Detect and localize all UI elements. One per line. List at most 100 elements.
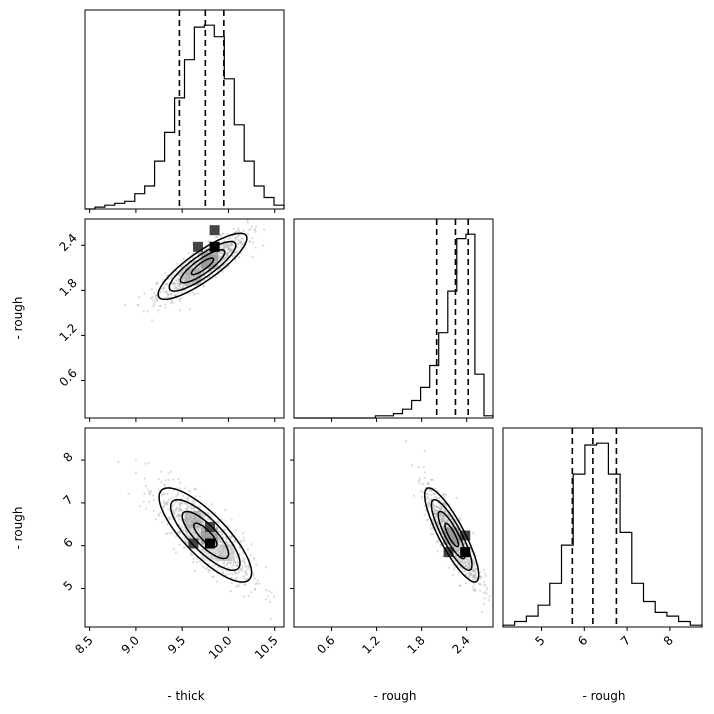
scatter-point <box>182 263 185 266</box>
scatter-point <box>435 496 438 499</box>
scatter-point <box>427 506 430 509</box>
scatter-point <box>159 511 162 514</box>
x-tick-label: 10.5 <box>252 633 281 662</box>
scatter-point <box>247 564 250 567</box>
scatter-point <box>463 560 466 563</box>
scatter-point <box>247 594 250 598</box>
scatter-point <box>177 513 180 516</box>
scatter-point <box>214 276 218 279</box>
scatter-point <box>148 490 151 493</box>
scatter-point <box>142 500 145 503</box>
scatter-point <box>142 310 145 313</box>
scatter-point <box>156 300 159 303</box>
scatter-point <box>227 561 230 564</box>
scatter-point <box>183 546 186 549</box>
scatter-point <box>473 576 476 579</box>
contour-level-3 <box>158 487 253 583</box>
scatter-point <box>488 595 491 598</box>
scatter-point <box>235 576 238 579</box>
scatter-point <box>436 522 439 525</box>
scatter-point <box>153 292 156 295</box>
scatter-point <box>459 544 462 547</box>
scatter-point <box>482 602 486 606</box>
scatter-point <box>443 508 446 511</box>
scatter-point <box>223 257 226 260</box>
scatter-point <box>172 503 175 506</box>
scatter-point <box>230 243 234 246</box>
scatter-point <box>218 257 221 260</box>
scatter-point <box>168 531 171 535</box>
scatter-point <box>436 505 439 508</box>
scatter-point <box>145 507 148 510</box>
scatter-point <box>190 554 193 557</box>
scatter-point <box>150 288 153 291</box>
scatter-point <box>228 251 231 254</box>
scatter-point <box>180 297 183 300</box>
scatter-point <box>248 240 251 243</box>
scatter-point <box>224 509 227 512</box>
scatter-point <box>178 503 181 506</box>
scatter-point <box>468 576 471 579</box>
scatter-point <box>473 574 476 578</box>
scatter-point <box>230 576 233 579</box>
scatter-point <box>217 256 220 259</box>
scatter-point <box>246 219 249 222</box>
scatter-point <box>179 505 182 508</box>
histogram-step-0 <box>85 24 285 210</box>
scatter-point <box>176 292 179 295</box>
scatter-point <box>272 595 276 598</box>
scatter-point <box>198 506 201 509</box>
scatter-point <box>175 286 178 289</box>
scatter-point <box>473 561 476 564</box>
scatter-point <box>150 297 153 300</box>
scatter-point <box>228 535 232 539</box>
scatter-point <box>166 503 169 506</box>
scatter-point <box>210 269 213 272</box>
scatter-point <box>124 304 127 307</box>
scatter-point <box>220 251 223 254</box>
scatter-point <box>227 237 230 240</box>
scatter-point <box>235 556 238 559</box>
scatter-point <box>179 272 182 275</box>
scatter-point <box>455 496 458 499</box>
scatter-point <box>469 572 473 575</box>
scatter-point <box>191 256 194 259</box>
scatter-point <box>241 567 244 570</box>
scatter-point <box>468 563 471 566</box>
scatter-point <box>227 265 230 268</box>
x-tick-label: 7 <box>618 633 633 648</box>
scatter-point <box>440 521 443 524</box>
scatter-point <box>192 507 195 510</box>
scatter-point <box>194 495 198 498</box>
scatter-point <box>178 518 181 521</box>
scatter-point <box>420 496 424 499</box>
scatter-point <box>440 518 444 521</box>
scatter-point <box>166 296 169 299</box>
scatter-point <box>220 531 223 534</box>
scatter-point <box>230 249 233 252</box>
scatter-point <box>183 487 186 490</box>
scatter-point <box>445 524 448 527</box>
scatter-point <box>181 269 184 272</box>
scatter-point <box>466 558 469 561</box>
scatter-point <box>226 247 229 250</box>
scatter-point <box>467 563 470 566</box>
scatter-point <box>230 582 233 585</box>
scatter-point <box>163 483 166 486</box>
scatter-point <box>442 513 445 517</box>
density-peak-cell <box>205 522 215 532</box>
scatter-point <box>226 254 230 257</box>
x-tick-label: 0.6 <box>314 633 337 656</box>
scatter-point <box>147 461 150 465</box>
scatter-point <box>236 584 239 587</box>
scatter-point <box>431 478 434 481</box>
scatter-point <box>236 236 239 239</box>
scatter-point <box>430 533 433 536</box>
scatter-point <box>163 500 166 503</box>
scatter-point <box>433 492 436 495</box>
scatter-point <box>442 516 445 519</box>
scatter-point <box>469 573 472 577</box>
scatter-point <box>232 227 235 231</box>
scatter-point <box>250 591 253 594</box>
scatter-point <box>429 523 432 526</box>
